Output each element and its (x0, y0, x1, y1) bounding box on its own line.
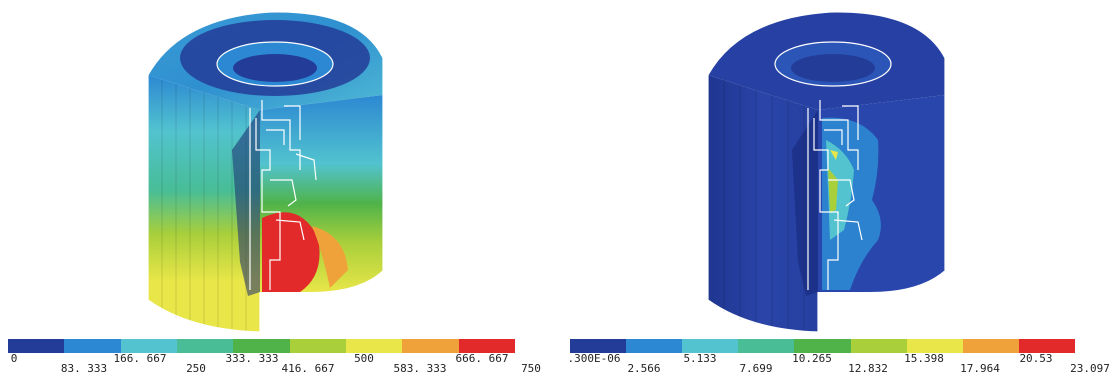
right-scale-tick: .300E-06 (567, 352, 621, 365)
right-scale-tick: 2.566 (627, 362, 661, 375)
left-cylinder-side (148, 75, 260, 332)
right-scale-tick: 12.832 (848, 362, 888, 375)
left-scale-tick: 750 (521, 362, 541, 375)
left-contour-panel: 0 83. 333 166. 667 250 333. 333 416. 667… (8, 11, 541, 375)
left-color-swatch (233, 339, 290, 353)
left-facet-lines (161, 80, 247, 331)
left-scale-tick: 250 (186, 362, 206, 375)
left-slot (232, 110, 260, 296)
right-color-swatch (794, 339, 851, 353)
right-cylinder-side (708, 75, 818, 332)
right-scale-tick: 10.265 (792, 352, 832, 365)
left-scale-tick: 166. 667 (113, 352, 167, 365)
right-internal-geometry (807, 100, 863, 290)
left-color-swatch (8, 339, 65, 353)
right-scale-tick: 15.398 (904, 352, 944, 365)
right-contour-panel: .300E-06 2.566 5.133 7.699 10.265 12.832… (560, 0, 1119, 378)
left-color-swatch (458, 339, 515, 353)
left-outline (147, 11, 384, 333)
right-scale-tick: 7.699 (739, 362, 773, 375)
left-color-swatch (402, 339, 459, 353)
left-scale-tick: 0 (10, 352, 18, 365)
left-scale-tick: 333. 333 (225, 352, 279, 365)
right-color-swatch (570, 339, 627, 353)
left-color-swatch (176, 339, 234, 353)
right-color-swatch (738, 339, 795, 353)
left-scale-tick: 583. 333 (393, 362, 447, 375)
left-internal-geometry (249, 100, 317, 290)
left-color-swatch (120, 339, 177, 353)
left-color-swatch (64, 339, 121, 353)
right-color-swatch (850, 339, 907, 353)
right-scale-tick: 17.964 (960, 362, 1000, 375)
right-scale-tick: 23.097 (1070, 362, 1110, 375)
right-slot (792, 110, 818, 296)
right-scale-tick: 5.133 (683, 352, 717, 365)
left-color-swatch (345, 339, 403, 353)
right-scale-tick: 20.53 (1019, 352, 1053, 365)
left-scale-tick: 83. 333 (60, 362, 108, 375)
left-color-scale (8, 339, 515, 353)
right-cylinder-model (707, 11, 946, 333)
left-scale-tick: 500 (354, 352, 374, 365)
right-color-swatch (906, 339, 963, 353)
right-outline (707, 11, 946, 333)
left-hot-zone (262, 212, 320, 292)
left-scale-tick: 666. 667 (455, 352, 509, 365)
left-scale-tick: 416. 667 (281, 362, 335, 375)
left-cylinder-model (147, 11, 384, 333)
left-color-swatch (289, 339, 346, 353)
right-color-swatch (962, 339, 1019, 353)
right-color-scale (570, 339, 1075, 353)
right-color-swatch (682, 339, 739, 353)
right-color-swatch (626, 339, 683, 353)
right-color-swatch (1018, 339, 1075, 353)
